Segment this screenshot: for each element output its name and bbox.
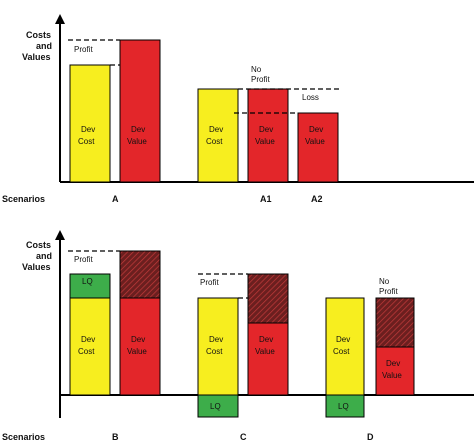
no-profit-label-d-1: No [379,277,390,286]
dev-cost-label-b-1: Dev [81,335,95,344]
dev-value-label-d-2: Value [382,371,402,380]
bar-a1-dev-value [247,88,289,183]
dev-value-label-b-2: Value [127,347,147,356]
dev-cost-label-a1-2: Cost [206,137,223,146]
bar-d-hatch [375,297,415,348]
bar-c-profit-hatch [247,273,289,324]
dev-value-label-d-1: Dev [386,359,400,368]
bar-a2-dev-value [297,112,339,183]
top-y-axis-arrow-icon [55,14,65,24]
loss-label: Loss [302,93,319,102]
dev-cost-label-a-2: Cost [78,137,95,146]
bar-a-dev-value [119,39,161,183]
dev-cost-label-c-1: Dev [209,335,223,344]
top-diagram: Costs and Values Profit Dev Cost Dev Val… [2,14,474,204]
dev-value-label-a1-1: Dev [259,125,273,134]
scenarios-label-bottom: Scenarios [2,432,45,442]
scenario-a2-label: A2 [311,194,323,204]
bottom-axis-label-1: Costs [26,240,51,250]
no-profit-label-d-2: Profit [379,287,398,296]
dev-value-label-a-2: Value [127,137,147,146]
dev-value-label-a2-1: Dev [309,125,323,134]
bar-b-lq [69,273,111,299]
bar-c-lq [197,394,239,418]
lq-label-c: LQ [210,402,221,411]
dev-cost-label-a-1: Dev [81,125,95,134]
dev-cost-label-c-2: Cost [206,347,223,356]
profit-label-b: Profit [74,255,93,264]
bar-b-dev-value [119,297,161,396]
scenario-a1-label: A1 [260,194,272,204]
bar-b-dev-cost [69,297,111,396]
dev-value-label-b-1: Dev [131,335,145,344]
dev-cost-label-d-1: Dev [336,335,350,344]
profit-label-c: Profit [200,278,219,287]
bar-b-profit-hatch [119,250,161,299]
no-profit-label-2: Profit [251,75,270,84]
top-axis-label-1: Costs [26,30,51,40]
bar-a-dev-cost [69,64,111,183]
scenario-b-label: B [112,432,119,442]
bar-d-dev-cost [325,297,365,396]
bar-d-lq [325,394,365,418]
dev-value-label-a1-2: Value [255,137,275,146]
bottom-axis-label-3: Values [22,262,51,272]
bar-c-dev-cost [197,297,239,396]
no-profit-label-1: No [251,65,262,74]
bar-c-dev-value [247,322,289,396]
dev-value-label-a-1: Dev [131,125,145,134]
top-axis-label-3: Values [22,52,51,62]
lq-label-b: LQ [82,277,93,286]
bottom-y-axis-arrow-icon [55,230,65,240]
scenario-a-label: A [112,194,119,204]
bottom-diagram: Costs and Values Profit LQ Dev Cost Dev … [2,230,474,442]
scenarios-label-top: Scenarios [2,194,45,204]
lq-label-d: LQ [338,402,349,411]
dev-value-label-c-1: Dev [259,335,273,344]
top-axis-label-2: and [36,41,52,51]
scenario-d-label: D [367,432,374,442]
dev-cost-label-d-2: Cost [333,347,350,356]
bar-a1-dev-cost [197,88,239,183]
scenario-c-label: C [240,432,247,442]
dev-cost-label-a1-1: Dev [209,125,223,134]
bottom-axis-label-2: and [36,251,52,261]
profit-label-a: Profit [74,45,93,54]
dev-value-label-c-2: Value [255,347,275,356]
dev-value-label-a2-2: Value [305,137,325,146]
bar-d-dev-value [375,346,415,396]
dev-cost-label-b-2: Cost [78,347,95,356]
